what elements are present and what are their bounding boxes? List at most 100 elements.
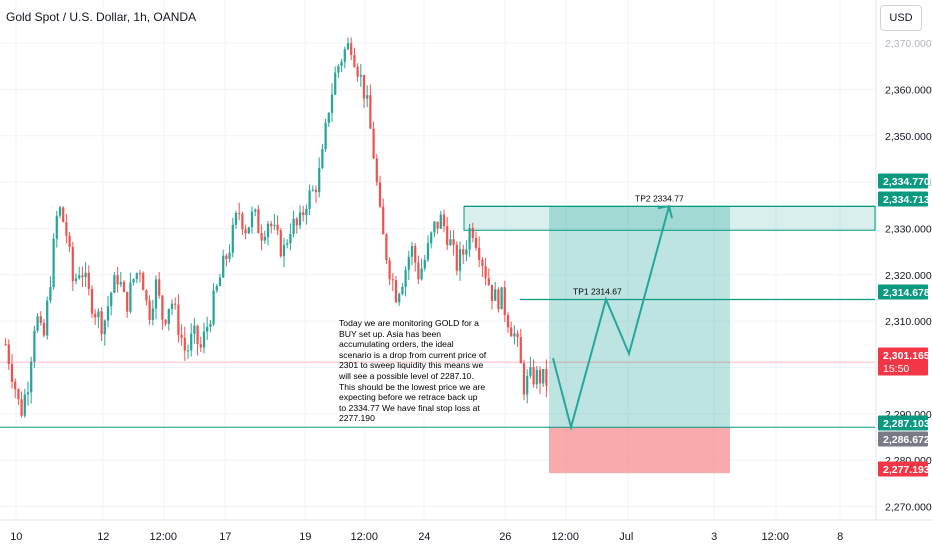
candle-body (426, 243, 430, 260)
candle-body (263, 236, 266, 241)
candle-body (324, 122, 327, 150)
candle-body (391, 279, 394, 281)
candle-body (97, 311, 100, 318)
price-label: 2,286.672 (883, 434, 930, 446)
time-tick: 19 (299, 531, 311, 543)
candle-body (487, 278, 490, 285)
candle-body (305, 208, 308, 215)
candle-body (148, 300, 151, 321)
candle-body (346, 43, 350, 50)
candle-body (126, 291, 129, 312)
candle-body (167, 308, 170, 324)
candle-body (84, 272, 87, 278)
candle-body (340, 61, 343, 67)
trade-zones (463, 205, 876, 474)
candle-body (206, 326, 209, 332)
candle-body (369, 95, 372, 129)
candle-body (212, 290, 215, 325)
candle-body (193, 325, 196, 334)
candle-body (529, 367, 532, 376)
candle-body (330, 94, 334, 113)
candle-body (90, 289, 94, 314)
candle-body (538, 369, 542, 384)
price-label-bg (878, 284, 928, 300)
candle-body (503, 287, 506, 316)
candle-body (308, 190, 311, 209)
candle-body (388, 260, 391, 280)
candle-body (247, 227, 250, 234)
candle-body (78, 275, 81, 279)
candle-body (110, 292, 113, 307)
candle-body (228, 252, 231, 259)
candle-body (74, 278, 78, 282)
candle-body (103, 320, 106, 335)
grid (0, 0, 875, 520)
candle-body (286, 243, 289, 245)
candle-body (497, 289, 500, 310)
candle-body (446, 226, 449, 246)
candle-body (519, 336, 522, 364)
candle-body (23, 394, 26, 416)
candle-body (42, 322, 46, 336)
time-axis: 10 12 12:00 17 19 12:00 24 26 12:00 Jul 3 12:00 8 (0, 519, 932, 543)
candle-body (490, 284, 494, 301)
candle-body (10, 364, 14, 382)
candle-body (302, 212, 305, 215)
candle-body (414, 245, 417, 263)
candle-body (202, 331, 206, 348)
time-tick: Jul (619, 531, 633, 543)
candle-body (526, 375, 529, 395)
candle-body (420, 268, 423, 280)
candle-body (81, 275, 84, 278)
candle-body (26, 392, 30, 395)
price-label: 2,334.770 (883, 176, 930, 188)
time-tick: 3 (711, 531, 717, 543)
candle-body (500, 287, 503, 310)
candle-body (116, 275, 119, 285)
loss-zone (549, 427, 730, 474)
candle-body (318, 168, 321, 193)
candle-body (33, 330, 36, 362)
candle-body (350, 43, 353, 55)
price-axis: 2,270.0002,280.0002,290.0002,310.0002,32… (875, 0, 932, 520)
candle-body (362, 74, 366, 99)
candle-body (186, 350, 190, 352)
candle-body (532, 367, 535, 385)
candle-body (273, 224, 276, 227)
candle-body (481, 259, 484, 267)
price-label-bg (878, 431, 928, 447)
candle-body (234, 212, 238, 225)
price-label-bg (878, 347, 928, 376)
candle-body (94, 313, 97, 318)
candle-body (46, 300, 49, 336)
candle-body (321, 149, 324, 169)
candle-body (241, 213, 244, 230)
candle-body (452, 239, 455, 245)
price-tick: 2,350.000 (885, 131, 932, 143)
candle-body (404, 269, 407, 287)
candle-body (471, 227, 474, 238)
candle-body (132, 278, 135, 283)
currency-button[interactable]: USD (880, 5, 922, 31)
analysis-note: Today we are monitoring GOLD for a BUY s… (339, 318, 487, 424)
candle-body (142, 273, 145, 291)
candle-body (417, 262, 420, 280)
candle-body (372, 128, 375, 159)
candle-body (455, 244, 458, 271)
candle-body (129, 282, 132, 312)
candle-body (215, 285, 218, 291)
candle-body (158, 279, 161, 296)
candle-body (174, 303, 177, 305)
candle-body (292, 218, 295, 235)
candle-body (468, 227, 471, 250)
time-tick: 17 (219, 531, 231, 543)
candle-body (119, 282, 122, 285)
candle-body (177, 304, 180, 335)
candle-body (506, 315, 510, 328)
candle-body (276, 224, 279, 231)
time-tick: 24 (418, 531, 430, 543)
candle-body (462, 249, 465, 255)
candle-body (145, 290, 148, 301)
candle-body (138, 273, 142, 275)
